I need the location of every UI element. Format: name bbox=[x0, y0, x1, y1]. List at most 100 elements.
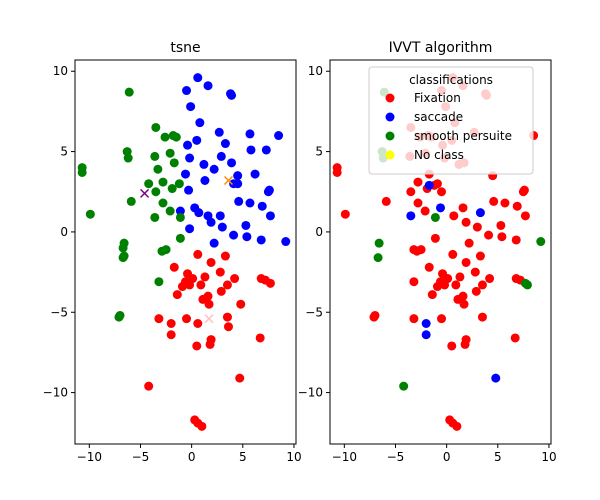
tsne-y-tick-label: −5 bbox=[50, 305, 68, 319]
tsne-x-tick-label: −10 bbox=[77, 450, 102, 464]
tsne-data-point bbox=[125, 88, 134, 97]
tsne-data-point bbox=[242, 232, 251, 241]
ivvt-data-point bbox=[500, 198, 509, 207]
tsne-data-point bbox=[197, 422, 206, 431]
legend-label-2: smooth persuite bbox=[414, 129, 512, 143]
ivvt-data-point bbox=[496, 221, 505, 230]
ivvt-data-point bbox=[478, 313, 487, 322]
ivvt-data-point bbox=[455, 272, 464, 281]
ivvt-data-point bbox=[422, 330, 431, 339]
tsne-data-point bbox=[175, 179, 184, 188]
tsne-data-point bbox=[210, 239, 219, 248]
ivvt-data-point bbox=[436, 203, 445, 212]
tsne-data-point bbox=[192, 136, 201, 145]
ivvt-data-point bbox=[484, 231, 493, 240]
tsne-data-point bbox=[230, 274, 239, 283]
tsne-data-point bbox=[245, 198, 254, 207]
tsne-data-point bbox=[233, 171, 242, 180]
tsne-data-point bbox=[150, 152, 159, 161]
tsne-data-point bbox=[161, 133, 170, 142]
ivvt-data-point bbox=[476, 252, 485, 261]
tsne-data-point bbox=[217, 152, 226, 161]
tsne-data-point bbox=[184, 186, 193, 195]
ivvt-x-tick-label: −10 bbox=[332, 450, 357, 464]
tsne-data-point bbox=[210, 165, 219, 174]
tsne-data-point bbox=[176, 213, 185, 222]
tsne-data-point bbox=[281, 237, 290, 246]
tsne-data-point bbox=[182, 86, 191, 95]
tsne-data-point bbox=[193, 73, 202, 82]
tsne-data-point bbox=[86, 210, 95, 219]
ivvt-x-tick-label: 10 bbox=[541, 450, 556, 464]
tsne-data-point bbox=[235, 374, 244, 383]
tsne-data-point bbox=[246, 145, 255, 154]
tsne-data-point bbox=[181, 170, 190, 179]
tsne-x-tick-label: 10 bbox=[286, 450, 301, 464]
tsne-data-point bbox=[227, 158, 236, 167]
tsne-data-point bbox=[223, 313, 232, 322]
tsne-data-point bbox=[224, 322, 233, 331]
ivvt-data-point bbox=[472, 287, 481, 296]
ivvt-data-point bbox=[523, 280, 532, 289]
tsne-data-point bbox=[216, 268, 225, 277]
tsne-data-point bbox=[119, 243, 128, 252]
tsne-data-point bbox=[216, 211, 225, 220]
tsne-data-point bbox=[158, 198, 167, 207]
tsne-data-point bbox=[166, 149, 175, 158]
ivvt-data-point bbox=[512, 235, 521, 244]
tsne-y-tick-label: 5 bbox=[60, 145, 68, 159]
tsne-data-point bbox=[217, 287, 226, 296]
legend-label-1: saccade bbox=[414, 110, 463, 124]
tsne-data-point bbox=[241, 221, 250, 230]
tsne-data-point bbox=[192, 341, 201, 350]
legend-label-3: No class bbox=[414, 148, 464, 162]
ivvt-data-point bbox=[489, 197, 498, 206]
tsne-data-point bbox=[170, 263, 179, 272]
ivvt-data-point bbox=[462, 218, 471, 227]
tsne-data-point bbox=[154, 314, 163, 323]
tsne-data-point bbox=[274, 131, 283, 140]
tsne-data-point bbox=[196, 280, 205, 289]
tsne-data-point bbox=[172, 133, 181, 142]
ivvt-data-point bbox=[476, 208, 485, 217]
tsne-y-tick-label: 10 bbox=[53, 64, 68, 78]
ivvt-data-point bbox=[412, 247, 421, 256]
tsne-data-point bbox=[183, 141, 192, 150]
ivvt-data-point bbox=[520, 186, 529, 195]
ivvt-data-point bbox=[461, 340, 470, 349]
ivvt-data-point bbox=[451, 280, 460, 289]
tsne-data-point bbox=[258, 202, 267, 211]
tsne-data-point bbox=[185, 224, 194, 233]
ivvt-data-point bbox=[513, 202, 522, 211]
ivvt-data-point bbox=[431, 213, 440, 222]
legend-marker-0 bbox=[386, 94, 395, 103]
tsne-data-point bbox=[229, 231, 238, 240]
tsne-data-point bbox=[158, 178, 167, 187]
tsne-axes-frame bbox=[75, 60, 296, 444]
ivvt-x-tick-label: −5 bbox=[387, 450, 405, 464]
tsne-data-point bbox=[266, 279, 275, 288]
ivvt-data-point bbox=[333, 168, 342, 177]
tsne-data-point bbox=[218, 223, 227, 232]
ivvt-y-tick-label: −5 bbox=[305, 305, 323, 319]
tsne-data-point bbox=[151, 187, 160, 196]
tsne-data-point bbox=[185, 154, 194, 163]
tsne-data-point bbox=[200, 272, 209, 281]
ivvt-data-point bbox=[425, 181, 434, 190]
ivvt-data-point bbox=[440, 280, 449, 289]
tsne-data-point bbox=[151, 123, 160, 132]
ivvt-data-point bbox=[431, 234, 440, 243]
tsne-data-point bbox=[193, 250, 202, 259]
tsne-data-point bbox=[193, 319, 202, 328]
tsne-data-point bbox=[265, 186, 274, 195]
tsne-data-point bbox=[153, 165, 162, 174]
tsne-data-point bbox=[166, 207, 175, 216]
tsne-data-point bbox=[236, 300, 245, 309]
ivvt-data-point bbox=[485, 274, 494, 283]
ivvt-y-tick-label: 0 bbox=[315, 225, 323, 239]
ivvt-data-point bbox=[511, 333, 520, 342]
tsne-data-point bbox=[194, 208, 203, 217]
legend-marker-1 bbox=[386, 113, 395, 122]
tsne-data-point bbox=[170, 158, 179, 167]
